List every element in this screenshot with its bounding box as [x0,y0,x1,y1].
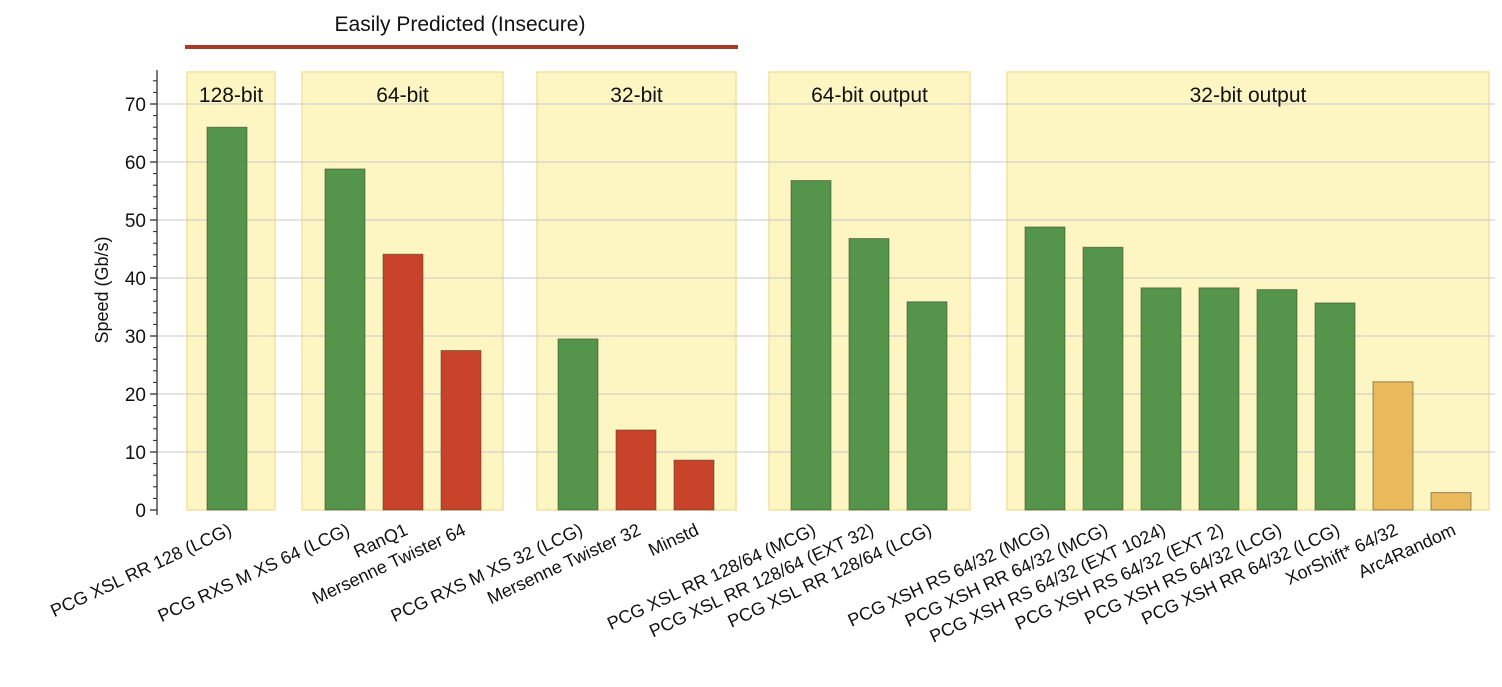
bar [557,338,599,511]
bar [324,168,366,511]
y-tick-label: 0 [135,501,146,522]
y-tick-label: 70 [125,95,146,116]
bar [440,350,482,511]
y-axis: 0 10 20 30 40 50 60 70 [125,70,158,522]
bar [1256,289,1298,511]
group-labels: 128-bit 64-bit 32-bit 64-bit output 32-bit o… [199,84,1307,107]
group-label: 64-bit output [811,84,928,107]
y-tick-label: 20 [125,385,146,406]
bar [1430,492,1472,511]
y-tick-label: 10 [125,443,146,464]
bar [1372,381,1414,511]
y-tick-label: 40 [125,269,146,290]
banner-title: Easily Predicted (Insecure) [335,13,586,36]
category-label: PCG XSL RR 128 (LCG) [47,519,234,621]
bars [206,126,1472,511]
category-label: PCG RXS M XS 64 (LCG) [155,519,353,625]
group-label: 32-bit output [1190,84,1307,107]
bar [906,301,948,511]
bar [673,459,715,511]
bar [1140,287,1182,511]
bar [206,126,248,511]
group-background [1006,71,1490,511]
group-label: 32-bit [610,84,663,107]
group-label: 128-bit [199,84,263,107]
bar [790,180,832,511]
category-label: Minstd [645,519,702,560]
bar [1024,226,1066,511]
y-axis-title: Speed (Gb/s) [92,236,112,343]
y-tick-label: 30 [125,327,146,348]
bar [848,238,890,511]
bar [1314,302,1356,511]
group-label: 64-bit [376,84,429,107]
y-tick-label: 60 [125,153,146,174]
banner: Easily Predicted (Insecure) [185,13,738,49]
bar [615,429,657,511]
category-labels: PCG XSL RR 128 (LCG)PCG RXS M XS 64 (LCG… [47,519,1458,646]
y-tick-label: 50 [125,211,146,232]
bar [1082,246,1124,511]
bar [1198,287,1240,511]
bar [382,253,424,511]
